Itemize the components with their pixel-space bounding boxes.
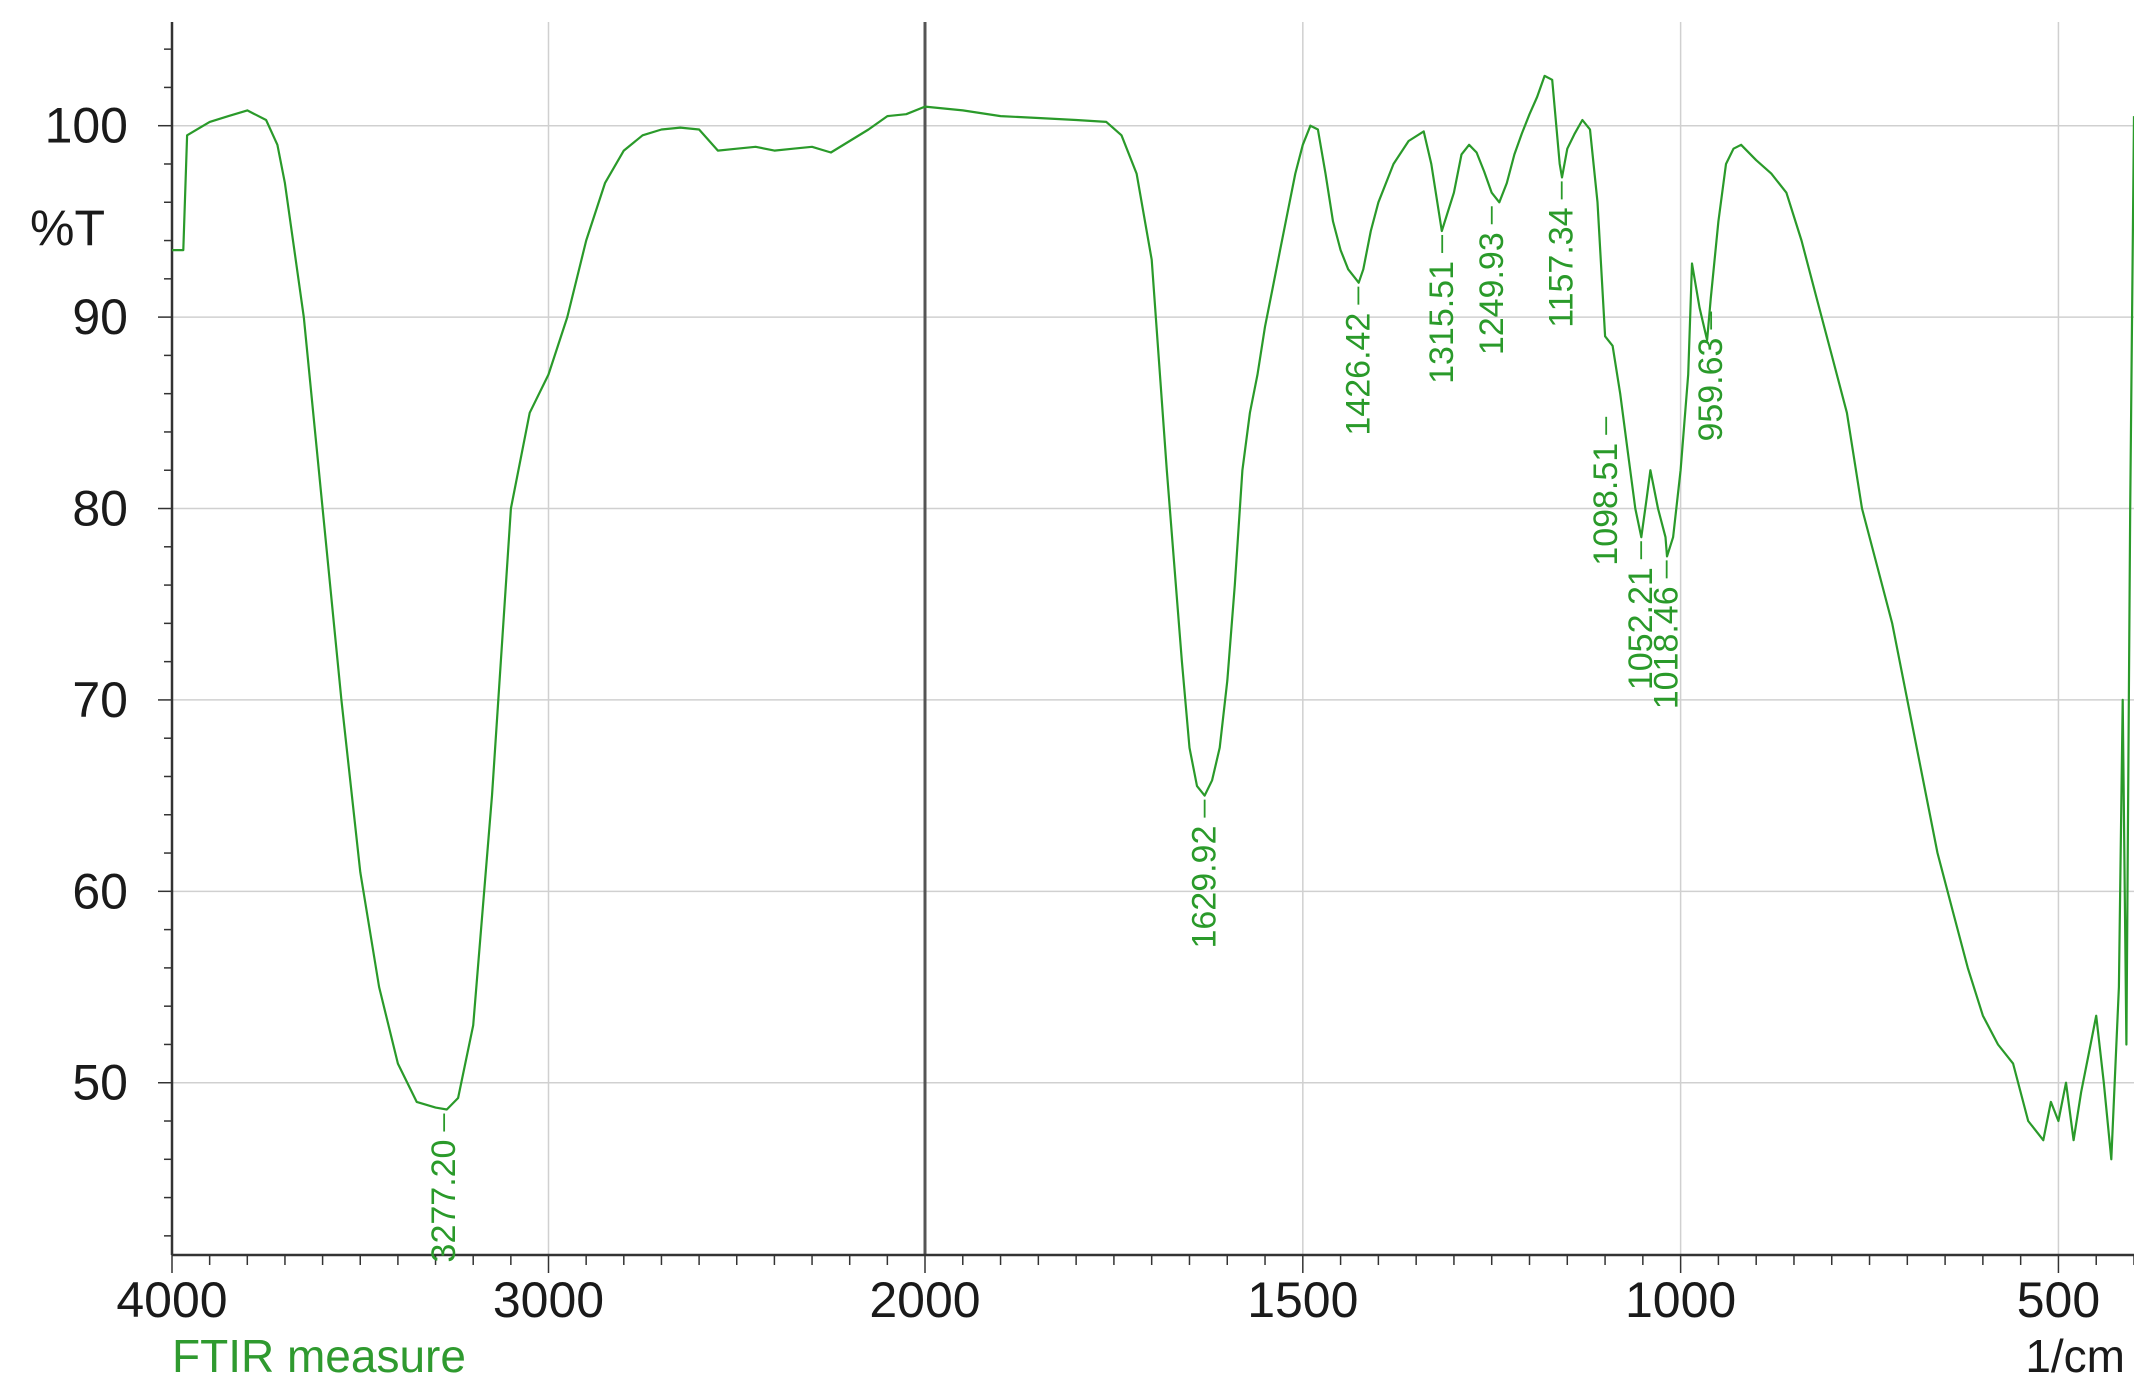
y-tick-label: 70: [72, 672, 128, 728]
x-tick-label: 1000: [1625, 1272, 1736, 1328]
x-tick-label: 500: [2017, 1272, 2100, 1328]
y-tick-label: 60: [72, 863, 128, 919]
peak-marker: 1157.34: [1543, 181, 1581, 328]
peak-marker: 959.63: [1692, 311, 1730, 442]
label-layer: %T 1/cm FTIR measure: [30, 200, 2125, 1378]
peak-marker: 1249.93: [1473, 206, 1511, 355]
y-tick-label: 50: [72, 1055, 128, 1111]
y-tick-label: 90: [72, 289, 128, 345]
peak-marker: 3277.20: [425, 1113, 463, 1263]
peak-marker: 1052.21: [1622, 541, 1660, 690]
peak-marker: 1629.92: [1186, 799, 1224, 949]
spectrum-line: [172, 74, 2134, 1161]
x-tick-label: 1500: [1247, 1272, 1358, 1328]
peak-marker: 1426.42: [1339, 286, 1377, 436]
peak-layer: 3277.20 1629.92 1426.42 1315.51 1249.93 1157.…: [425, 181, 1730, 1262]
peak-label: 1315.51: [1423, 261, 1461, 384]
peak-label: 1018.46: [1648, 586, 1686, 709]
peak-label: 1052.21: [1622, 567, 1660, 690]
peak-marker: 1018.46: [1648, 560, 1686, 709]
y-tick-label: 100: [45, 98, 128, 154]
peak-label: 1249.93: [1473, 232, 1511, 355]
x-tick-label: 3000: [493, 1272, 604, 1328]
axis-layer: 50 60 70 80 90 100 4000 3000 2000 1500 1000 500: [45, 22, 2134, 1328]
series-layer: [172, 74, 2134, 1161]
peak-label: 3277.20: [425, 1140, 463, 1263]
grid-layer: [172, 22, 2134, 1255]
peak-marker: 1098.51: [1587, 416, 1625, 566]
peak-label: 1426.42: [1339, 313, 1377, 436]
footer-title: FTIR measure: [172, 1330, 466, 1378]
y-tick-label: 80: [72, 481, 128, 537]
x-tick-label: 4000: [116, 1272, 227, 1328]
peak-label: 1157.34: [1543, 207, 1581, 327]
x-axis-unit: 1/cm: [2025, 1330, 2125, 1378]
peak-label: 1629.92: [1186, 826, 1224, 949]
peak-marker: 1315.51: [1423, 234, 1461, 384]
peak-label: 1098.51: [1587, 443, 1625, 566]
x-tick-label: 2000: [869, 1272, 980, 1328]
y-axis-label: %T: [30, 200, 105, 256]
peak-label: 959.63: [1692, 338, 1730, 442]
